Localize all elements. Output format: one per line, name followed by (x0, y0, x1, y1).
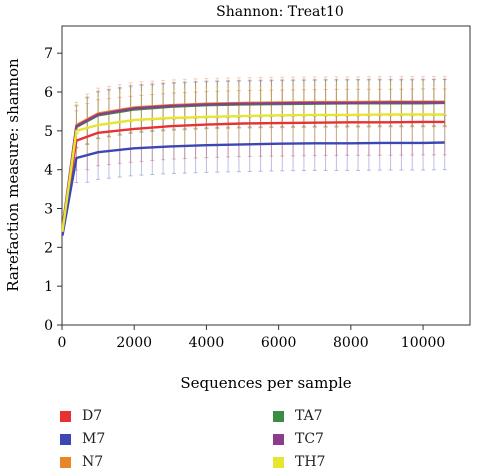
y-tick-label: 7 (44, 46, 53, 62)
plot-frame (61, 25, 471, 326)
series-line-tc7 (61, 101, 445, 231)
x-tick-label: 0 (58, 335, 67, 351)
x-tick-label: 8000 (333, 335, 369, 351)
series-line-th7 (61, 113, 445, 232)
x-axis-ticks: 0 2000 4000 6000 8000 10000 (58, 325, 446, 351)
x-axis-label: Sequences per sample (180, 374, 351, 392)
y-tick-label: 0 (44, 318, 53, 334)
y-tick-label: 1 (44, 279, 53, 295)
chart-title: Shannon: Treat10 (216, 4, 344, 20)
y-axis-label: Rarefaction measure: shannon (4, 58, 22, 292)
y-tick-label: 6 (44, 85, 53, 101)
y-tick-label: 3 (44, 202, 53, 218)
y-tick-label: 5 (44, 124, 53, 140)
x-tick-label: 4000 (189, 335, 225, 351)
y-axis-ticks: 0 1 2 3 4 5 6 7 (44, 46, 62, 334)
x-tick-label: 6000 (261, 335, 297, 351)
x-tick-label: 10000 (401, 335, 446, 351)
y-tick-label: 2 (44, 240, 53, 256)
y-tick-label: 4 (44, 163, 53, 179)
x-tick-label: 2000 (116, 335, 152, 351)
series-line-m7 (61, 141, 445, 236)
series-lines (61, 100, 445, 236)
series-line-d7 (61, 120, 445, 232)
